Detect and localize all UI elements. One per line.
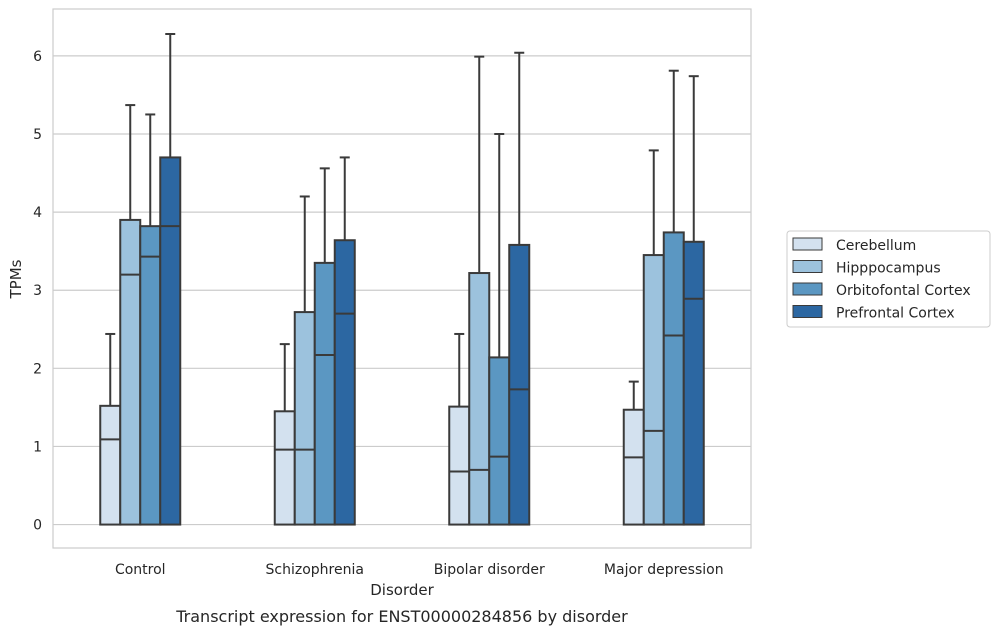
x-tick-label: Control: [115, 562, 166, 578]
box: [293, 311, 316, 526]
box: [642, 254, 665, 526]
legend-label: Orbitofontal Cortex: [836, 283, 971, 299]
y-axis-label: TPMs: [7, 259, 25, 299]
y-tick-label: 6: [33, 49, 42, 65]
chart-title: Transcript expression for ENST0000028485…: [175, 607, 628, 626]
box-group: [273, 343, 296, 526]
box-group: [313, 167, 336, 526]
box-group: [159, 32, 182, 526]
y-tick-labels: 0 1 2 3 4 5 6: [33, 49, 42, 534]
box: [622, 408, 645, 526]
box-group: [662, 69, 685, 526]
box-group: [468, 55, 491, 526]
box: [508, 243, 531, 526]
box: [662, 231, 685, 526]
box: [159, 156, 182, 526]
legend-items: Cerebellum Hipppocampus Orbitofontal Corte…: [792, 237, 971, 322]
legend: Cerebellum Hipppocampus Orbitofontal Corte…: [786, 230, 991, 328]
x-tick-label: Bipolar disorder: [434, 562, 545, 578]
box: [488, 356, 511, 526]
y-tick-label: 0: [33, 518, 42, 534]
box: [119, 218, 142, 526]
box: [333, 239, 356, 526]
x-axis-label: Disorder: [370, 581, 434, 599]
box: [99, 404, 122, 526]
x-tick-labels: Control Schizophrenia Bipolar disorder Majo…: [115, 562, 724, 578]
box: [313, 261, 336, 526]
y-tick-label: 4: [33, 205, 42, 221]
box: [448, 405, 471, 526]
plot-frame: [52, 8, 752, 549]
legend-frame: [786, 230, 991, 328]
box-group: [622, 380, 645, 526]
box: [468, 272, 491, 526]
legend-swatch: [792, 305, 823, 318]
box-group: [139, 113, 162, 526]
box-group: [642, 149, 665, 526]
box-group: [99, 332, 122, 526]
box-group: [508, 51, 531, 526]
legend-swatch: [792, 282, 823, 296]
box: [139, 225, 162, 526]
y-tick-label: 2: [33, 361, 42, 377]
legend-label: Hipppocampus: [836, 261, 941, 277]
boxes: [99, 32, 705, 526]
legend-label: Prefrontal Cortex: [836, 306, 955, 322]
x-tick-label: Schizophrenia: [266, 562, 364, 578]
box-group: [448, 332, 471, 526]
box-group: [293, 195, 316, 526]
legend-swatch: [792, 260, 823, 273]
box-group: [488, 132, 511, 526]
box: [682, 240, 705, 526]
box-group: [333, 156, 356, 526]
legend-swatch: [792, 237, 823, 251]
x-tick-label: Major depression: [604, 562, 724, 578]
y-tick-label: 3: [33, 283, 42, 299]
y-tick-label: 1: [33, 439, 42, 455]
box-group: [119, 104, 142, 526]
box-group: [682, 75, 705, 526]
box: [273, 410, 296, 526]
legend-label: Cerebellum: [836, 238, 916, 254]
y-tick-label: 5: [33, 127, 42, 143]
